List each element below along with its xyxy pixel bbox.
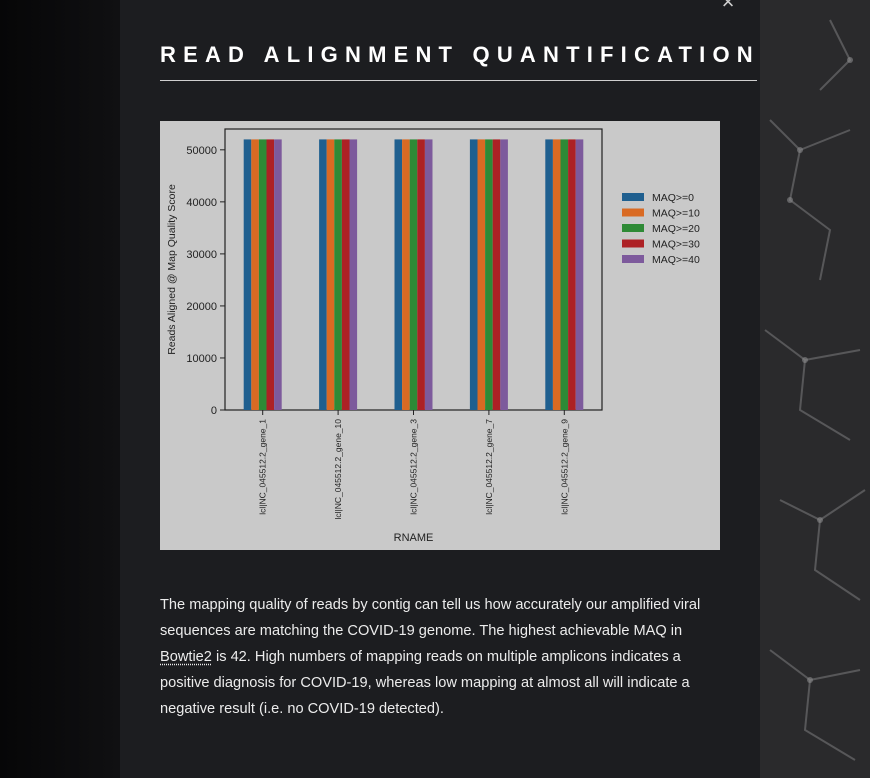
bar <box>424 139 433 410</box>
bowtie2-link[interactable]: Bowtie2 <box>160 649 212 665</box>
bar <box>560 139 569 410</box>
bar <box>319 139 327 410</box>
bar-chart: 0 10000 20000 30000 40000 50000 Reads Aligned … <box>166 128 700 544</box>
bar <box>243 139 252 410</box>
legend-label: MAQ>=10 <box>652 208 700 220</box>
legend-swatch <box>622 255 644 263</box>
x-tick-label: lcl|NC_045512.2_gene_10 <box>333 419 343 520</box>
x-axis-label: RNAME <box>394 532 434 544</box>
close-icon[interactable]: × <box>721 0 735 14</box>
y-tick-label: 0 <box>211 405 217 417</box>
legend-label: MAQ>=0 <box>652 192 694 204</box>
bar <box>545 139 553 410</box>
x-tick-label: lcl|NC_045512.2_gene_1 <box>258 419 268 515</box>
description-text: The mapping quality of reads by contig c… <box>160 592 720 722</box>
y-tick-label: 50000 <box>186 145 217 157</box>
bar <box>258 139 267 410</box>
legend-swatch <box>622 208 644 217</box>
title-divider <box>160 80 757 81</box>
legend-swatch <box>622 193 644 201</box>
y-tick-label: 10000 <box>186 353 217 365</box>
legend-swatch <box>622 239 644 248</box>
chart-image: 0 10000 20000 30000 40000 50000 Reads Aligned … <box>160 121 720 550</box>
bar <box>409 139 418 410</box>
description-part2: is 42. High numbers of mapping reads on … <box>160 649 690 717</box>
y-axis-label: Reads Aligned @ Map Quality Score <box>166 184 178 355</box>
bar <box>568 139 576 410</box>
x-tick-label: lcl|NC_045512.2_gene_3 <box>409 419 419 515</box>
bar <box>266 139 275 410</box>
bar <box>469 139 478 410</box>
bar <box>349 139 358 410</box>
y-tick-label: 30000 <box>186 249 217 261</box>
x-tick-label: lcl|NC_045512.2_gene_9 <box>559 419 569 515</box>
bar <box>326 139 335 410</box>
bar <box>575 139 584 410</box>
legend-label: MAQ>=40 <box>652 254 700 266</box>
bar <box>552 139 561 410</box>
y-tick-label: 40000 <box>186 197 217 209</box>
legend-label: MAQ>=20 <box>652 223 700 235</box>
bar <box>500 139 508 410</box>
bar <box>394 139 403 410</box>
page-background-left <box>0 0 120 778</box>
bar <box>417 139 425 410</box>
bar <box>251 139 259 410</box>
modal-title: READ ALIGNMENT QUANTIFICATION <box>160 42 760 67</box>
bar <box>492 139 501 410</box>
bar <box>274 139 282 410</box>
bar <box>334 139 342 410</box>
legend-swatch <box>622 224 644 232</box>
x-tick-label: lcl|NC_045512.2_gene_7 <box>484 419 494 515</box>
y-tick-label: 20000 <box>186 301 217 313</box>
bar <box>402 139 410 410</box>
bar <box>485 139 493 410</box>
modal-dialog: × READ ALIGNMENT QUANTIFICATION 0 10000 20… <box>120 0 760 778</box>
bar <box>477 139 486 410</box>
page-background-right <box>760 0 870 778</box>
description-part1: The mapping quality of reads by contig c… <box>160 597 701 639</box>
bar <box>341 139 350 410</box>
legend-label: MAQ>=30 <box>652 239 700 251</box>
